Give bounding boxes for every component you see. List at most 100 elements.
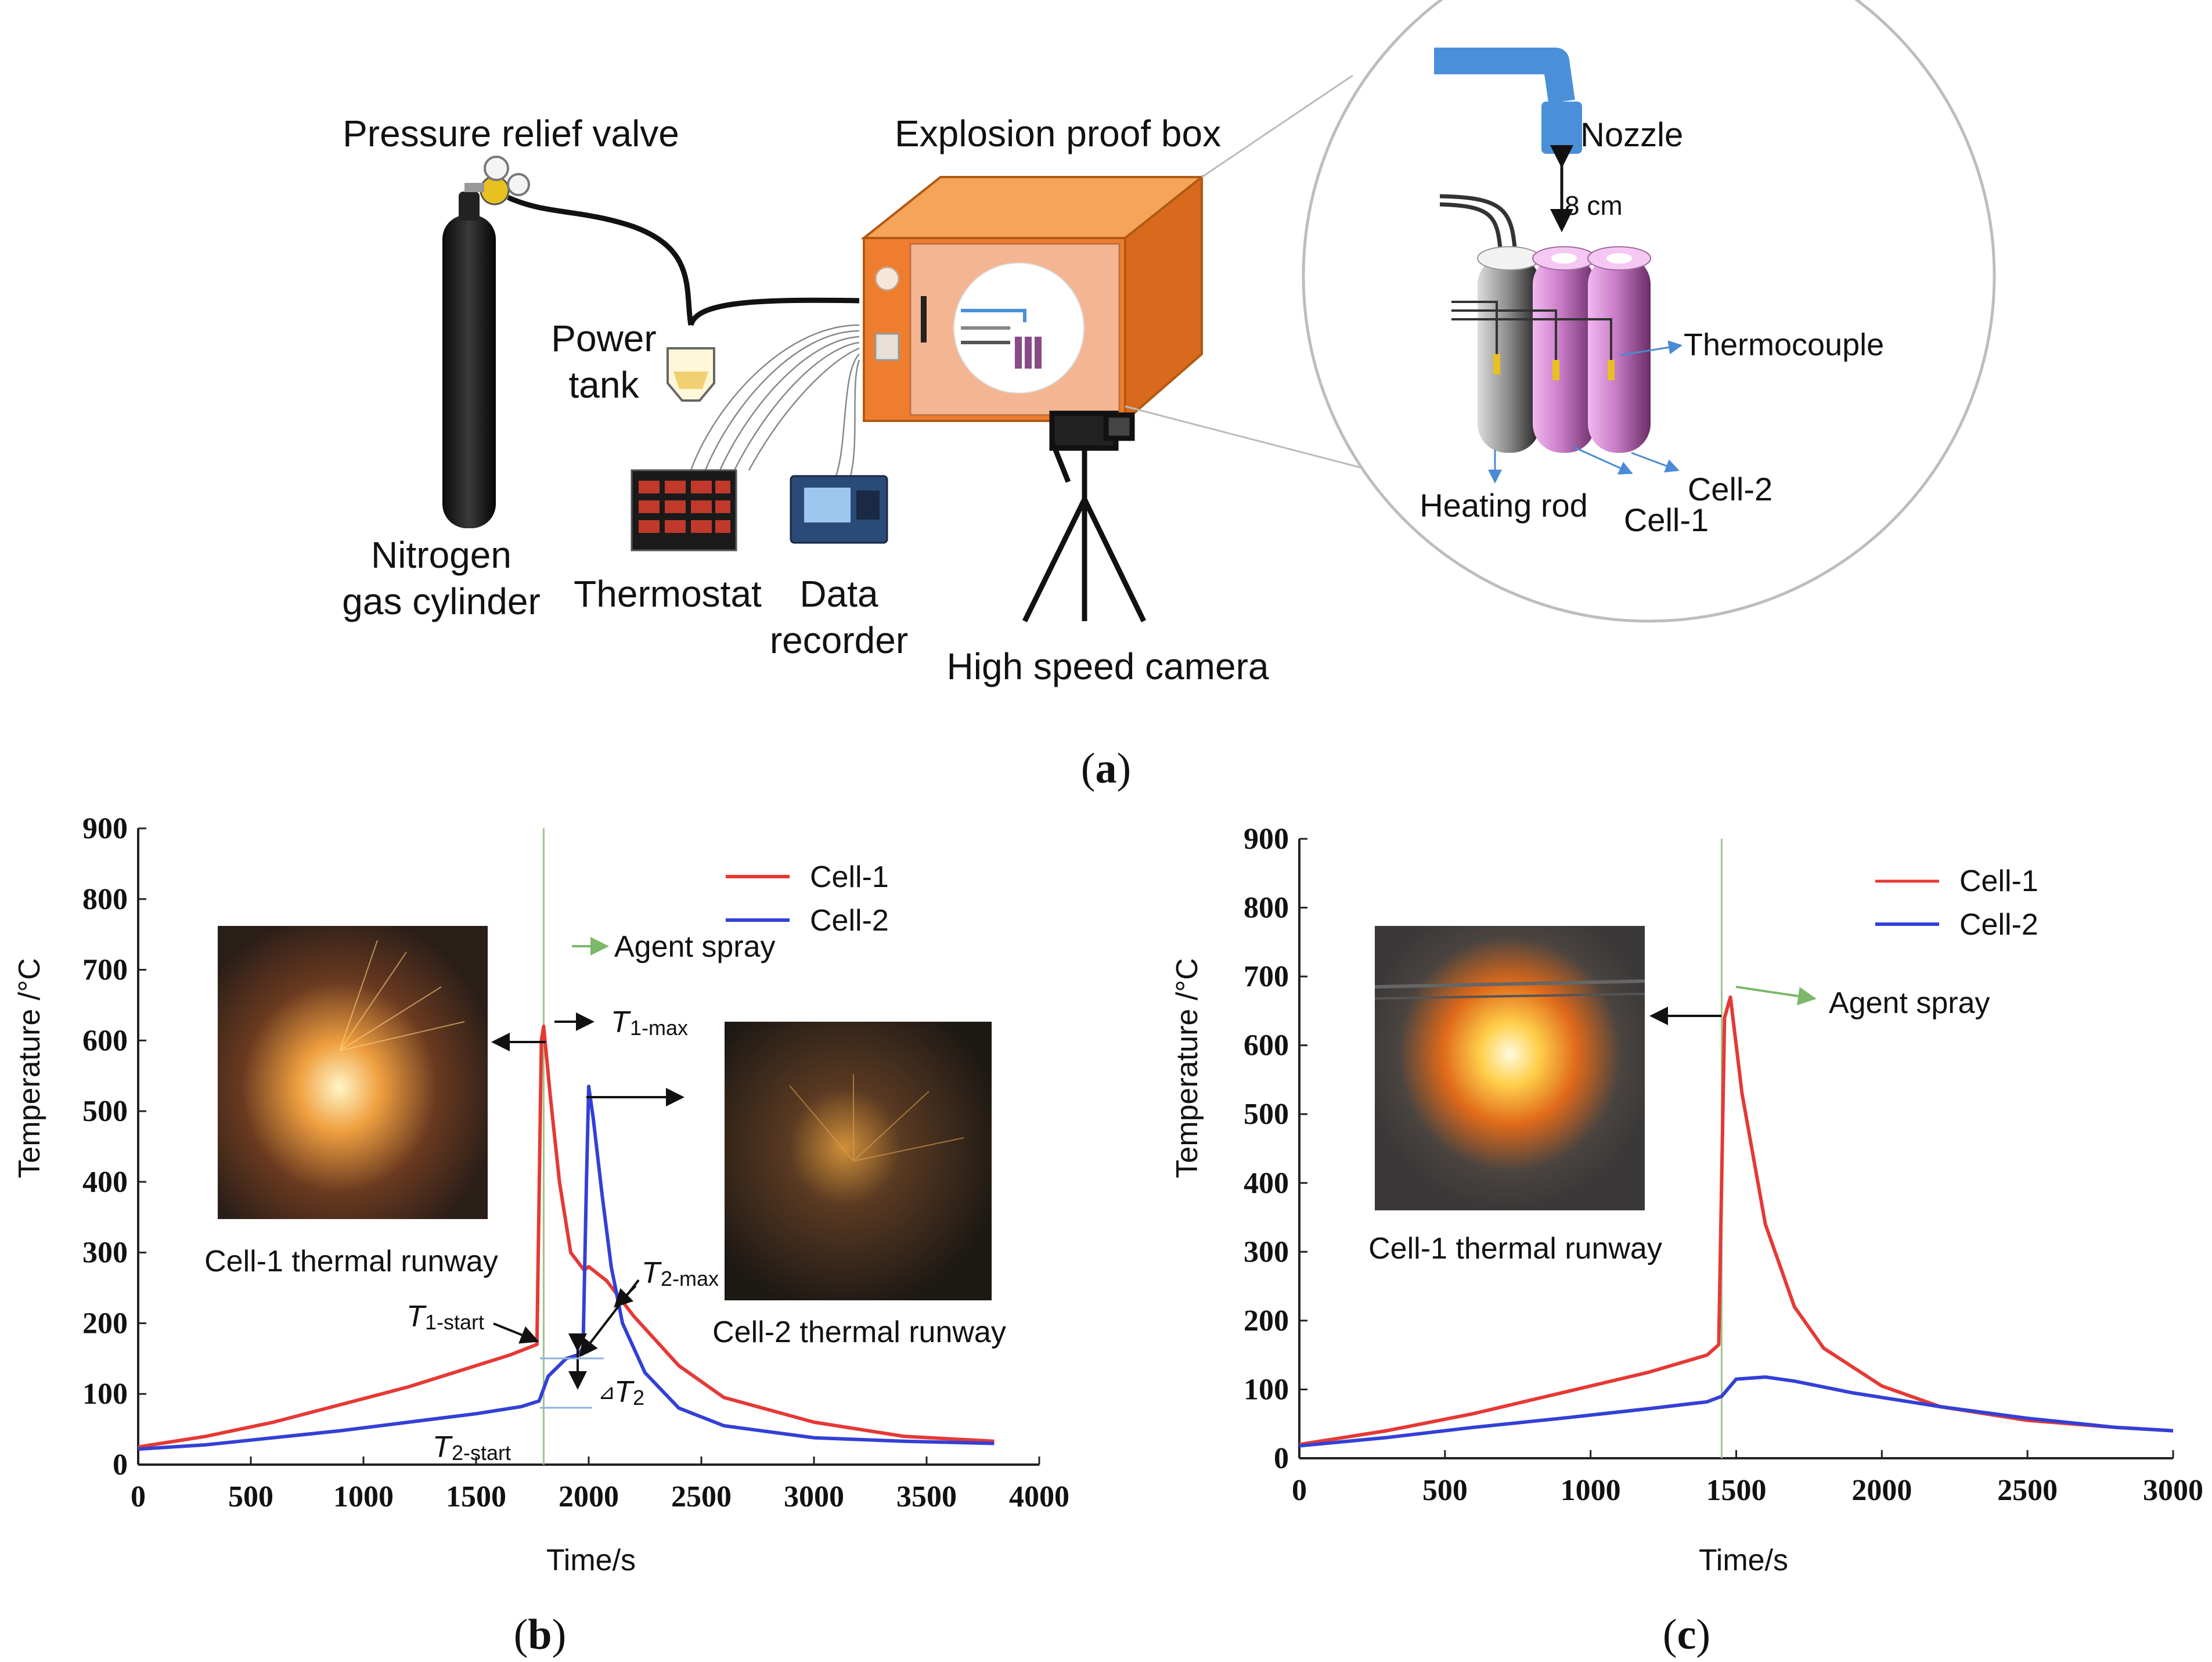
- y-tick-label: 600: [1244, 1029, 1289, 1062]
- data-recorder-icon: [790, 475, 888, 544]
- svg-text:(a): (a): [1081, 745, 1131, 792]
- legend-c-cell1: Cell-1: [1959, 864, 2038, 898]
- ylabel-c: Temperature /°C: [1170, 958, 1204, 1178]
- nozzle-label: Nozzle: [1580, 116, 1683, 154]
- panel-a-apparatus: Pressure relief valve Explosion proof bo…: [342, 0, 1996, 792]
- nitrogen-cylinder-label-2: gas cylinder: [342, 581, 541, 622]
- x-tick-label: 0: [1292, 1474, 1307, 1507]
- caption-c: (c): [1663, 1611, 1710, 1659]
- thermocouple-label: Thermocouple: [1684, 327, 1884, 362]
- thermostat-icon: [631, 469, 737, 551]
- data-recorder-label-2: recorder: [770, 619, 908, 661]
- y-tick-label: 0: [113, 1448, 128, 1481]
- xlabel-c: Time/s: [1699, 1544, 1788, 1577]
- y-tick-label: 200: [82, 1307, 128, 1340]
- y-tick-label: 0: [1274, 1442, 1289, 1475]
- chart-c: 0 500 1000 1500 2000 2500 3000 0 100 200 300 400 500…: [1170, 823, 2203, 1659]
- legend-b-cell2: Cell-2: [810, 904, 889, 938]
- chart-b: 0 500 1000 1500 2000 2500 3000 3500 400001002003…: [13, 812, 1069, 1659]
- y-tick-label: 300: [1244, 1235, 1289, 1268]
- y-tick-label: 400: [1244, 1167, 1289, 1200]
- legend-b: Cell-1 Cell-2: [726, 860, 889, 938]
- x-tick-label: 1000: [1561, 1474, 1621, 1507]
- pressure-relief-valve-label: Pressure relief valve: [343, 113, 679, 154]
- delta-t2-prefix: ⊿: [598, 1380, 615, 1404]
- photo-cell1-runaway-b: [218, 926, 488, 1219]
- t1-start-subscript: 1-start: [425, 1310, 484, 1334]
- legend-b-cell1: Cell-1: [810, 860, 889, 894]
- x-tick-label: 1500: [1706, 1474, 1767, 1507]
- photo-cell1-runaway-c: [1374, 926, 1645, 1210]
- agent-spray-label-b: Agent spray: [614, 930, 776, 964]
- gap-label: 8 cm: [1565, 190, 1623, 221]
- x-tick-label: 2500: [1997, 1474, 2058, 1507]
- t2-max-symbol: T: [642, 1256, 662, 1290]
- cell2-label: Cell-2: [1688, 471, 1773, 507]
- caption-b-letter: b: [528, 1611, 552, 1659]
- ylabel-b: Temperature /°C: [13, 958, 46, 1178]
- y-tick-label: 200: [1244, 1304, 1289, 1337]
- caption-c-letter: c: [1677, 1611, 1696, 1659]
- y-tick-label: 100: [82, 1378, 128, 1411]
- t2-start-symbol: T: [433, 1430, 453, 1464]
- x-tick-label: 3000: [2143, 1474, 2203, 1507]
- series-cell-2-line: [138, 1084, 995, 1451]
- delta-t2-subscript: 2: [633, 1386, 644, 1409]
- svg-text:(b): (b): [514, 1611, 566, 1659]
- caption-a: (a): [1081, 745, 1131, 792]
- t2-max-label: T 2-max: [642, 1256, 719, 1290]
- y-tick-label: 800: [1244, 892, 1289, 925]
- x-tick-label: 2000: [1851, 1474, 1912, 1507]
- x-tick-label: 1000: [333, 1480, 394, 1513]
- explosion-proof-box-icon: [860, 174, 1205, 424]
- xlabel-b: Time/s: [546, 1544, 636, 1577]
- caption-b: (b): [514, 1611, 566, 1659]
- x-tick-label: 3000: [784, 1480, 844, 1513]
- power-tank-icon: [667, 347, 715, 402]
- nozzle-icon: [1434, 48, 1582, 154]
- x-tick-label: 1500: [446, 1480, 506, 1513]
- t1-max-label: T 1-max: [611, 1005, 688, 1040]
- high-speed-camera-label: High speed camera: [947, 646, 1269, 687]
- y-tick-label: 300: [82, 1236, 128, 1270]
- power-tank-label-1: Power: [551, 318, 656, 359]
- y-tick-label: 700: [82, 954, 128, 987]
- y-tick-label: 100: [1244, 1373, 1289, 1406]
- cell-array: [1439, 194, 1651, 453]
- delta-t2-label: ⊿ T 2: [598, 1375, 644, 1409]
- y-tick-label: 900: [82, 812, 128, 845]
- y-tick-label: 500: [1244, 1098, 1289, 1131]
- legend-c: Cell-1 Cell-2: [1875, 864, 2038, 942]
- photo2-caption-b: Cell-2 thermal runway: [712, 1315, 1006, 1349]
- thermostat-label: Thermostat: [574, 573, 762, 615]
- photo1-caption-c: Cell-1 thermal runway: [1368, 1232, 1662, 1266]
- nitrogen-cylinder-label-1: Nitrogen: [371, 534, 511, 576]
- y-tick-label: 400: [82, 1166, 128, 1199]
- x-tick-label: 0: [131, 1480, 146, 1513]
- x-tick-label: 2000: [559, 1480, 619, 1513]
- agent-spray-label-c: Agent spray: [1829, 986, 1990, 1020]
- legend-c-cell2: Cell-2: [1959, 908, 2038, 942]
- y-tick-label: 900: [1244, 823, 1289, 856]
- t2-start-label: T 2-start: [433, 1430, 511, 1465]
- caption-a-letter: a: [1096, 745, 1117, 792]
- t1-start-symbol: T: [406, 1300, 427, 1333]
- heating-rod-label: Heating rod: [1420, 487, 1588, 524]
- photo1-caption-b: Cell-1 thermal runway: [204, 1245, 498, 1278]
- t2-max-subscript: 2-max: [661, 1267, 719, 1290]
- delta-t2-symbol: T: [614, 1375, 635, 1409]
- cell1-label: Cell-1: [1624, 502, 1709, 538]
- y-tick-label: 700: [1244, 960, 1289, 993]
- y-tick-label: 600: [82, 1024, 128, 1057]
- x-tick-label: 500: [228, 1480, 273, 1513]
- y-tick-label: 500: [82, 1095, 128, 1128]
- svg-text:(c): (c): [1663, 1611, 1710, 1659]
- t1-max-symbol: T: [611, 1005, 631, 1039]
- x-tick-label: 3500: [896, 1480, 957, 1513]
- t1-start-label: T 1-start: [406, 1300, 484, 1334]
- t1-max-subscript: 1-max: [630, 1016, 688, 1040]
- high-speed-camera-icon: [1022, 410, 1147, 622]
- data-recorder-label-1: Data: [799, 573, 878, 615]
- series-cell-1-line: [138, 1025, 995, 1449]
